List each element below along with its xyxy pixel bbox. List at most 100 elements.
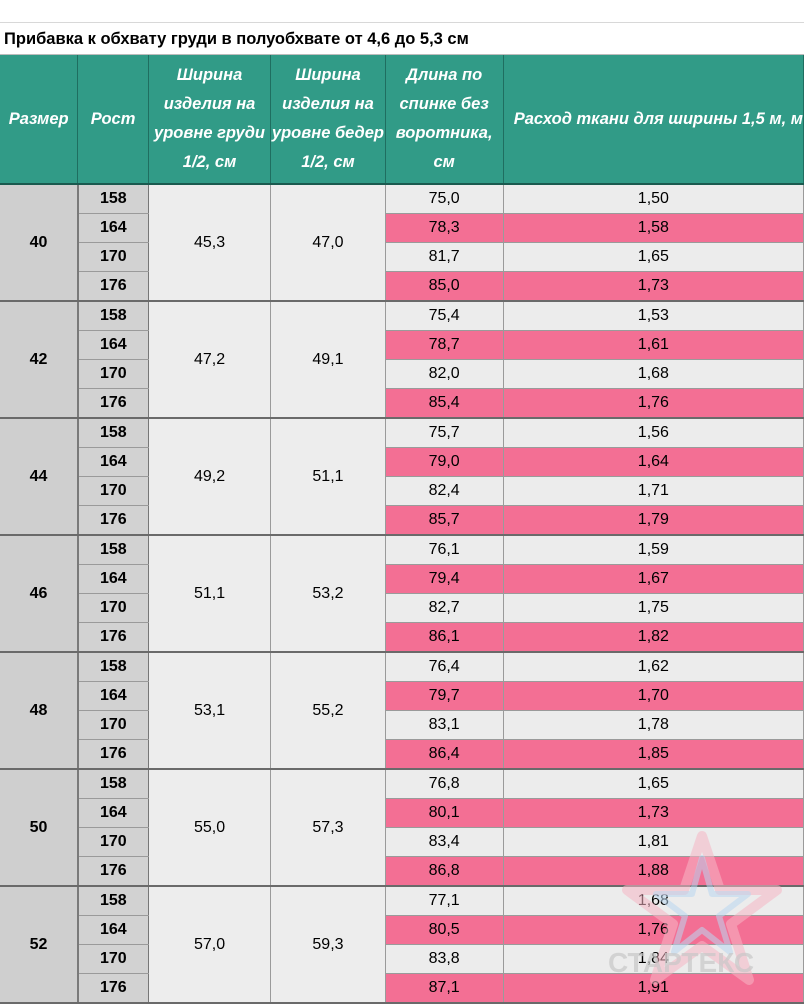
height-cell: 158	[77, 535, 149, 565]
fabric-consumption-cell: 1,79	[503, 505, 804, 536]
height-cell: 176	[77, 856, 149, 887]
table-row: 176 86,4 1,85	[0, 739, 804, 770]
hips-width-cell: 53,2	[270, 535, 386, 653]
hips-width-cell: 59,3	[270, 886, 386, 1004]
back-length-cell: 86,8	[385, 856, 504, 887]
size-cell: 50	[0, 769, 79, 887]
fabric-consumption-cell: 1,84	[503, 944, 804, 974]
height-cell: 164	[77, 213, 149, 243]
table-row: 164 80,1 1,73	[0, 798, 804, 828]
fabric-consumption-cell: 1,65	[503, 242, 804, 272]
fabric-consumption-cell: 1,67	[503, 564, 804, 594]
table-row: 176 87,1 1,91	[0, 973, 804, 1004]
table-row: 170 82,7 1,75	[0, 593, 804, 623]
height-cell: 170	[77, 242, 149, 272]
back-length-cell: 85,4	[385, 388, 504, 419]
hips-width-cell: 55,2	[270, 652, 386, 770]
fabric-consumption-cell: 1,82	[503, 622, 804, 653]
table-row: 46 158 51,1 53,2 76,1 1,59	[0, 535, 804, 653]
table-row: 48 158 53,1 55,2 76,4 1,62	[0, 652, 804, 770]
table-row: 176 86,1 1,82	[0, 622, 804, 653]
back-length-cell: 82,0	[385, 359, 504, 389]
table-row: 164 79,4 1,67	[0, 564, 804, 594]
table-row: 170 83,1 1,78	[0, 710, 804, 740]
header-hips-width: Ширина изделия на уровне бедер 1/2, см	[270, 55, 386, 185]
height-cell: 176	[77, 973, 149, 1004]
table-row: 164 79,0 1,64	[0, 447, 804, 477]
back-length-cell: 76,8	[385, 769, 504, 799]
fabric-consumption-cell: 1,50	[503, 184, 804, 214]
height-cell: 176	[77, 271, 149, 302]
back-length-cell: 77,1	[385, 886, 504, 916]
fabric-consumption-cell: 1,81	[503, 827, 804, 857]
back-length-cell: 75,7	[385, 418, 504, 448]
table-row: 176 85,4 1,76	[0, 388, 804, 419]
fabric-consumption-cell: 1,64	[503, 447, 804, 477]
header-size: Размер	[0, 55, 79, 185]
back-length-cell: 80,5	[385, 915, 504, 945]
fabric-consumption-cell: 1,56	[503, 418, 804, 448]
height-cell: 176	[77, 739, 149, 770]
size-chart-table: Размер Рост Ширина изделия на уровне гру…	[0, 55, 804, 1004]
back-length-cell: 86,4	[385, 739, 504, 770]
fabric-consumption-cell: 1,75	[503, 593, 804, 623]
fabric-consumption-cell: 1,78	[503, 710, 804, 740]
height-cell: 164	[77, 798, 149, 828]
height-cell: 176	[77, 622, 149, 653]
back-length-cell: 82,7	[385, 593, 504, 623]
table-title: Прибавка к обхвату груди в полуобхвате о…	[0, 22, 804, 55]
back-length-cell: 87,1	[385, 973, 504, 1004]
chest-width-cell: 53,1	[148, 652, 272, 770]
fabric-consumption-cell: 1,76	[503, 915, 804, 945]
header-height: Рост	[77, 55, 149, 185]
fabric-consumption-cell: 1,58	[503, 213, 804, 243]
table-row: 164 78,7 1,61	[0, 330, 804, 360]
size-cell: 44	[0, 418, 79, 536]
fabric-consumption-cell: 1,59	[503, 535, 804, 565]
table-row: 176 85,0 1,73	[0, 271, 804, 302]
height-cell: 164	[77, 330, 149, 360]
size-cell: 48	[0, 652, 79, 770]
header-chest-width: Ширина изделия на уровне груди 1/2, см	[148, 55, 272, 185]
height-cell: 164	[77, 564, 149, 594]
table-row: 170 83,8 1,84	[0, 944, 804, 974]
fabric-consumption-cell: 1,68	[503, 886, 804, 916]
back-length-cell: 85,7	[385, 505, 504, 536]
back-length-cell: 83,4	[385, 827, 504, 857]
table-row: 176 85,7 1,79	[0, 505, 804, 536]
height-cell: 158	[77, 301, 149, 331]
back-length-cell: 82,4	[385, 476, 504, 506]
back-length-cell: 80,1	[385, 798, 504, 828]
height-cell: 164	[77, 681, 149, 711]
back-length-cell: 79,4	[385, 564, 504, 594]
height-cell: 164	[77, 915, 149, 945]
table-row: 164 78,3 1,58	[0, 213, 804, 243]
back-length-cell: 75,0	[385, 184, 504, 214]
table-row: 44 158 49,2 51,1 75,7 1,56	[0, 418, 804, 536]
table-row: 164 79,7 1,70	[0, 681, 804, 711]
height-cell: 170	[77, 944, 149, 974]
chest-width-cell: 55,0	[148, 769, 272, 887]
back-length-cell: 83,8	[385, 944, 504, 974]
hips-width-cell: 57,3	[270, 769, 386, 887]
back-length-cell: 79,7	[385, 681, 504, 711]
size-cell: 42	[0, 301, 79, 419]
table-row: 164 80,5 1,76	[0, 915, 804, 945]
height-cell: 164	[77, 447, 149, 477]
header-row: Размер Рост Ширина изделия на уровне гру…	[0, 55, 804, 185]
table-row: 42 158 47,2 49,1 75,4 1,53	[0, 301, 804, 419]
fabric-consumption-cell: 1,73	[503, 798, 804, 828]
hips-width-cell: 49,1	[270, 301, 386, 419]
fabric-consumption-cell: 1,85	[503, 739, 804, 770]
height-cell: 176	[77, 388, 149, 419]
table-body: 40 158 45,3 47,0 75,0 1,50 164 78,3 1,58 170 81,7 1…	[0, 184, 804, 1004]
height-cell: 170	[77, 476, 149, 506]
fabric-consumption-cell: 1,62	[503, 652, 804, 682]
fabric-consumption-cell: 1,91	[503, 973, 804, 1004]
hips-width-cell: 51,1	[270, 418, 386, 536]
height-cell: 170	[77, 593, 149, 623]
hips-width-cell: 47,0	[270, 184, 386, 302]
back-length-cell: 78,7	[385, 330, 504, 360]
header-back-length: Длина по спинке без воротника, см	[385, 55, 504, 185]
chest-width-cell: 51,1	[148, 535, 272, 653]
